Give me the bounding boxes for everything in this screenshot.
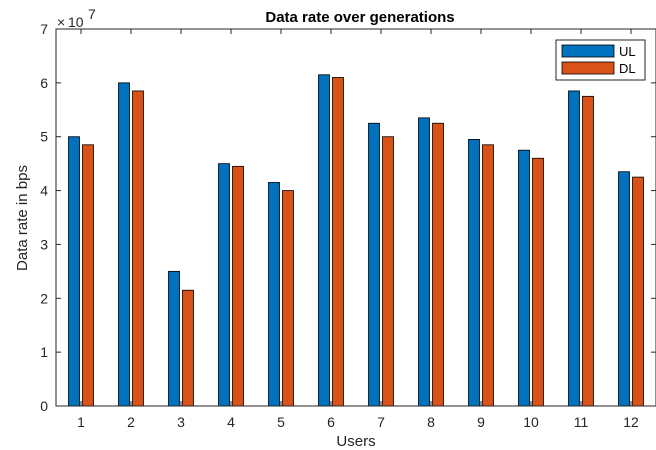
bar-ul-9 <box>468 139 480 407</box>
bar-ul-11 <box>568 90 580 407</box>
y-axis-ticks: 0 1 2 3 4 5 6 7 <box>40 21 656 414</box>
bar-ul-2 <box>118 82 130 407</box>
bar-dl-6 <box>332 77 344 407</box>
legend-swatch-ul <box>561 44 615 58</box>
y-tick-label: 0 <box>40 398 48 414</box>
chart-title: Data rate over generations <box>265 9 454 26</box>
bar-ul-10 <box>518 149 530 407</box>
svg-text:10: 10 <box>68 14 84 30</box>
bar-dl-8 <box>432 122 444 407</box>
bar-dl-12 <box>632 176 644 407</box>
y-tick-label: 4 <box>40 183 48 199</box>
legend-label-dl: DL <box>619 61 636 76</box>
y-axis-exponent-power: 7 <box>88 6 96 22</box>
bar-dl-3 <box>182 289 194 407</box>
x-axis-label: Users <box>336 433 375 450</box>
bar-ul-3 <box>168 270 180 407</box>
x-axis-ticks: 1 2 3 4 5 6 7 8 9 10 11 12 <box>77 29 639 430</box>
y-tick-label: 1 <box>40 344 48 360</box>
x-tick-label: 11 <box>574 414 589 430</box>
plot-area-border <box>55 28 656 407</box>
bar-dl-5 <box>282 190 294 407</box>
y-axis-exponent: 10 × 7 <box>57 6 96 30</box>
y-axis-exponent-times: × <box>57 14 65 30</box>
x-tick-label: 10 <box>523 414 539 430</box>
bar-dl-1 <box>82 144 94 407</box>
x-tick-label: 6 <box>327 414 335 430</box>
y-tick-label: 3 <box>40 236 48 252</box>
legend-label-ul: UL <box>619 44 636 59</box>
bar-dl-9 <box>482 144 494 407</box>
bar-ul-1 <box>68 136 80 407</box>
bar-dl-7 <box>382 136 394 407</box>
x-tick-label: 4 <box>227 414 235 430</box>
bar-dl-10 <box>532 157 544 407</box>
x-tick-label: 3 <box>177 414 185 430</box>
legend-swatch-dl <box>561 61 615 75</box>
x-tick-label: 8 <box>427 414 435 430</box>
y-tick-label: 2 <box>40 290 48 306</box>
bar-ul-5 <box>268 182 280 407</box>
y-tick-label: 6 <box>40 75 48 91</box>
x-tick-label: 9 <box>477 414 485 430</box>
x-tick-label: 2 <box>127 414 135 430</box>
bar-dl-11 <box>582 95 594 407</box>
bar-ul-4 <box>218 163 230 407</box>
x-tick-label: 5 <box>277 414 285 430</box>
y-axis-exponent-base: 10 <box>68 14 84 30</box>
bar-series-group <box>68 74 644 407</box>
bar-ul-7 <box>368 122 380 407</box>
bar-ul-6 <box>318 74 330 407</box>
y-tick-label: 7 <box>40 21 48 37</box>
x-tick-label: 12 <box>623 414 639 430</box>
bar-dl-4 <box>232 165 244 407</box>
bar-ul-8 <box>418 117 430 407</box>
bar-dl-2 <box>132 90 144 407</box>
bar-ul-12 <box>618 171 630 407</box>
y-axis-label: Data rate in bps <box>14 165 31 271</box>
y-tick-label: 5 <box>40 129 48 145</box>
x-tick-label: 1 <box>77 414 85 430</box>
legend: UL DL <box>555 39 646 81</box>
x-tick-label: 7 <box>377 414 385 430</box>
